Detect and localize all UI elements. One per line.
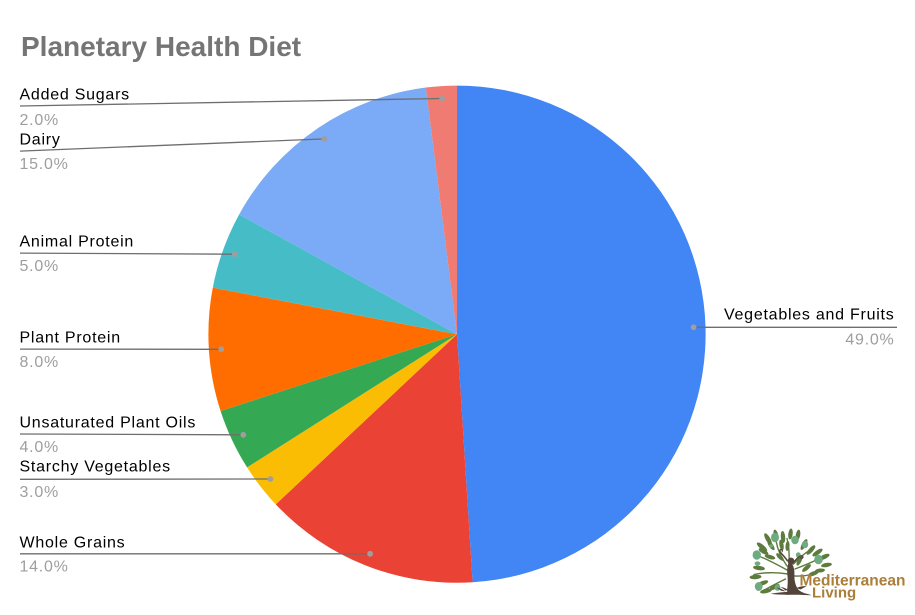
svg-text:2.0%: 2.0% [20, 112, 59, 129]
svg-text:Mediterranean: Mediterranean [800, 573, 906, 590]
svg-text:Unsaturated Plant Oils: Unsaturated Plant Oils [20, 415, 197, 432]
svg-text:4.0%: 4.0% [20, 439, 59, 456]
svg-text:Whole Grains: Whole Grains [20, 534, 126, 551]
svg-text:3.0%: 3.0% [20, 484, 59, 501]
svg-text:Added Sugars: Added Sugars [20, 87, 130, 104]
svg-text:Animal Protein: Animal Protein [20, 234, 135, 251]
svg-text:Planetary Health Diet: Planetary Health Diet [21, 31, 301, 62]
svg-text:49.0%: 49.0% [845, 332, 894, 349]
svg-text:5.0%: 5.0% [20, 258, 59, 275]
svg-text:15.0%: 15.0% [20, 156, 69, 173]
svg-text:Dairy: Dairy [20, 132, 61, 149]
svg-text:Plant Protein: Plant Protein [20, 330, 121, 347]
svg-text:14.0%: 14.0% [20, 558, 69, 575]
svg-text:Vegetables and Fruits: Vegetables and Fruits [724, 307, 895, 324]
svg-text:Living: Living [812, 585, 856, 602]
svg-text:8.0%: 8.0% [20, 354, 59, 371]
svg-text:Starchy Vegetables: Starchy Vegetables [20, 459, 171, 476]
